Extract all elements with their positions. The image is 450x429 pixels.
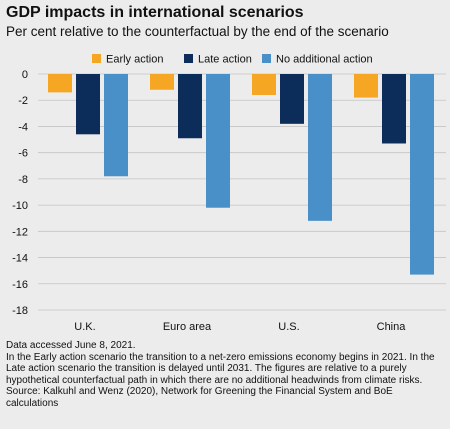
bar [48,74,72,93]
x-tick-label: U.K. [74,321,95,333]
y-tick-label: -14 [12,253,28,265]
data-accessed-note: Data accessed June 8, 2021. [6,340,136,351]
legend-label: Early action [106,54,163,66]
bars [48,74,434,275]
legend-label: No additional action [276,54,373,66]
legend-item: Early action [92,54,163,66]
x-axis: U.K. Euro area U.S. China [74,321,406,333]
scenario-description-note: In the Early action scenario the transit… [6,351,435,386]
y-axis: 0 -2 -4 -6 -8 -10 -12 -14 -16 -18 [12,69,28,317]
y-tick-label: -16 [12,279,28,291]
bar [410,74,434,275]
legend-swatch [92,54,101,63]
bar [354,74,378,98]
bar [308,74,332,221]
x-tick-label: U.S. [278,321,299,333]
chart-notes: Data accessed June 8, 2021. In the Early… [6,340,444,410]
legend-swatch [184,54,193,63]
bar [252,74,276,95]
bar [76,74,100,135]
x-tick-label: Euro area [163,321,212,333]
legend-item: No additional action [262,54,373,66]
bar [150,74,174,90]
bar [178,74,202,139]
legend-item: Late action [184,54,252,66]
bar [280,74,304,124]
bar-chart: Early action Late action No additional act… [12,54,446,333]
y-tick-label: -18 [12,305,28,317]
y-tick-label: -4 [18,121,28,133]
source-note: Source: Kalkuhl and Wenz (2020), Network… [6,386,393,409]
y-tick-label: -8 [18,174,28,186]
chart-subtitle: Per cent relative to the counterfactual … [6,24,389,39]
bar [382,74,406,144]
bar [104,74,128,177]
chart-title: GDP impacts in international scenarios [6,4,304,21]
y-tick-label: -10 [12,200,28,212]
bar [206,74,230,208]
x-tick-label: China [377,321,407,333]
y-tick-label: -2 [18,95,28,107]
legend-label: Late action [198,54,252,66]
legend: Early action Late action No additional act… [92,54,373,66]
legend-swatch [262,54,271,63]
y-tick-label: 0 [22,69,28,81]
y-tick-label: -6 [18,148,28,160]
y-tick-label: -12 [12,226,28,238]
